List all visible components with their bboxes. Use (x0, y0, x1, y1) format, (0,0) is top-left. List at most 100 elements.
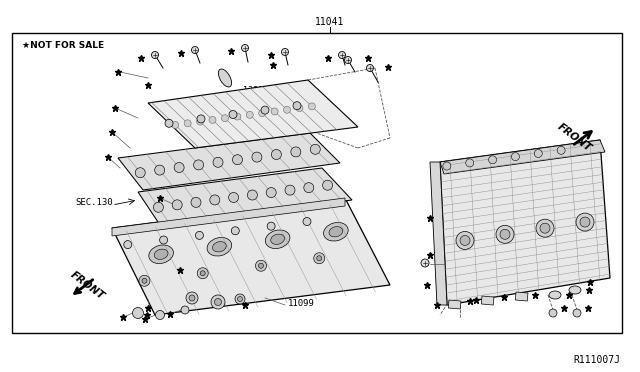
Circle shape (156, 311, 164, 320)
Circle shape (456, 231, 474, 250)
Circle shape (200, 271, 205, 276)
Circle shape (197, 115, 205, 123)
Circle shape (421, 259, 429, 267)
Bar (481, 296, 494, 305)
Circle shape (234, 113, 241, 120)
Circle shape (195, 231, 204, 240)
Bar (448, 300, 461, 309)
Ellipse shape (207, 237, 232, 256)
Circle shape (152, 51, 159, 58)
Circle shape (496, 225, 514, 243)
Circle shape (214, 298, 221, 305)
Polygon shape (440, 140, 605, 174)
Circle shape (261, 106, 269, 114)
Circle shape (367, 64, 374, 71)
Circle shape (580, 217, 590, 227)
Circle shape (139, 275, 150, 286)
Circle shape (246, 111, 253, 118)
Circle shape (252, 152, 262, 162)
Circle shape (174, 163, 184, 173)
Text: SEC.130: SEC.130 (75, 198, 113, 207)
Circle shape (213, 157, 223, 167)
Circle shape (184, 120, 191, 127)
Circle shape (181, 306, 189, 314)
Circle shape (317, 256, 322, 261)
Circle shape (191, 46, 198, 54)
Text: 11041: 11041 (316, 17, 345, 27)
Ellipse shape (218, 69, 232, 87)
Ellipse shape (266, 230, 290, 248)
Circle shape (310, 144, 320, 154)
Circle shape (155, 165, 164, 175)
Circle shape (443, 162, 451, 170)
Polygon shape (440, 140, 610, 305)
Circle shape (132, 308, 143, 318)
Circle shape (231, 227, 239, 235)
Circle shape (540, 223, 550, 233)
Circle shape (339, 51, 346, 58)
Circle shape (282, 48, 289, 55)
Circle shape (228, 192, 239, 202)
Ellipse shape (212, 241, 227, 252)
Circle shape (211, 295, 225, 309)
Ellipse shape (329, 227, 343, 237)
Circle shape (511, 153, 520, 161)
Circle shape (293, 102, 301, 110)
Circle shape (255, 260, 266, 271)
Circle shape (172, 200, 182, 210)
Circle shape (259, 263, 264, 268)
Circle shape (248, 190, 257, 200)
Circle shape (323, 180, 333, 190)
Bar (12, 33, 622, 333)
Circle shape (241, 45, 248, 51)
Circle shape (573, 309, 581, 317)
Circle shape (142, 278, 147, 283)
Text: R111007J: R111007J (573, 355, 620, 365)
Circle shape (172, 122, 179, 128)
Circle shape (259, 110, 266, 117)
Circle shape (466, 159, 474, 167)
Ellipse shape (271, 234, 285, 244)
Circle shape (271, 150, 282, 160)
Circle shape (284, 106, 291, 113)
Circle shape (189, 295, 195, 301)
Circle shape (266, 187, 276, 198)
Ellipse shape (149, 245, 173, 263)
Circle shape (303, 218, 311, 225)
Circle shape (221, 115, 228, 122)
Circle shape (557, 146, 565, 154)
Circle shape (124, 241, 132, 248)
Circle shape (285, 185, 295, 195)
Circle shape (576, 213, 594, 231)
Polygon shape (112, 198, 390, 315)
Text: FRONT: FRONT (68, 270, 106, 302)
Circle shape (232, 155, 243, 165)
Circle shape (237, 296, 243, 301)
Circle shape (229, 110, 237, 119)
Ellipse shape (549, 291, 561, 299)
Ellipse shape (154, 249, 168, 259)
Circle shape (536, 219, 554, 237)
Text: ★NOT FOR SALE: ★NOT FOR SALE (22, 41, 104, 49)
Polygon shape (112, 198, 345, 236)
Circle shape (296, 105, 303, 112)
Circle shape (186, 292, 198, 304)
Circle shape (197, 268, 208, 279)
Text: FRONT: FRONT (555, 122, 593, 154)
Polygon shape (148, 80, 358, 148)
Circle shape (500, 229, 510, 239)
Circle shape (196, 118, 204, 125)
Circle shape (344, 57, 351, 64)
Circle shape (271, 108, 278, 115)
Circle shape (304, 183, 314, 193)
Circle shape (191, 198, 201, 207)
Circle shape (267, 222, 275, 230)
Circle shape (159, 236, 168, 244)
Circle shape (210, 195, 220, 205)
Circle shape (193, 160, 204, 170)
Circle shape (549, 309, 557, 317)
Circle shape (460, 235, 470, 246)
Ellipse shape (324, 222, 348, 241)
Circle shape (314, 253, 324, 264)
Text: 13813: 13813 (243, 86, 268, 95)
